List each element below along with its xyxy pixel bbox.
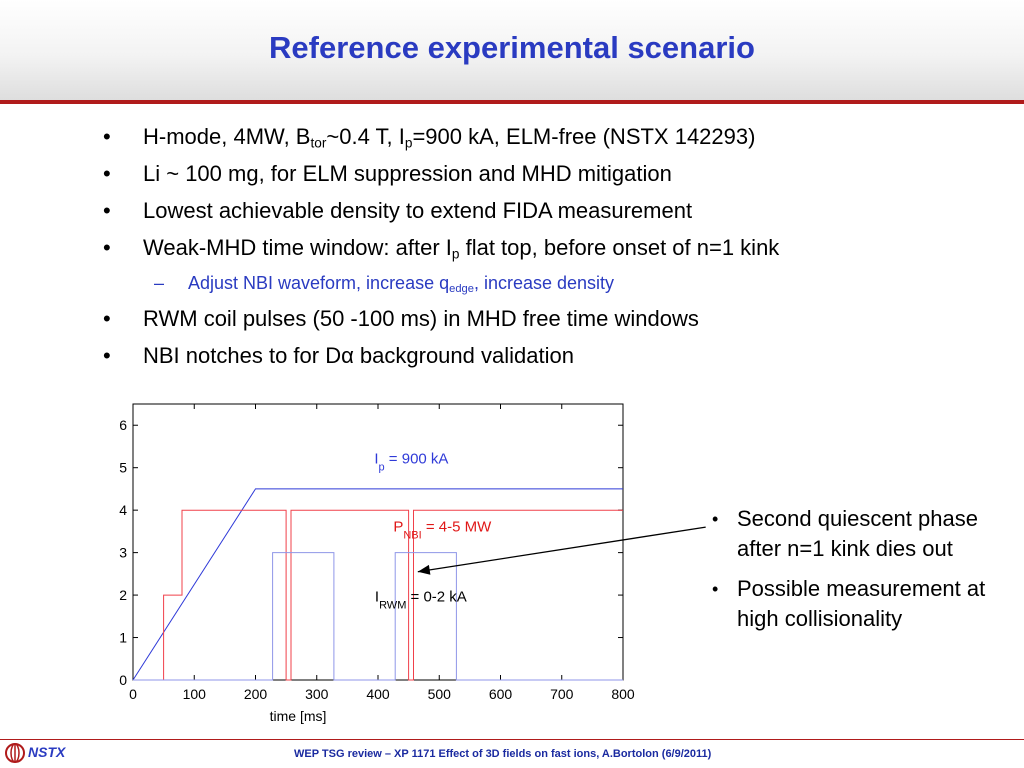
annotation-ip: Ip = 900 kA <box>374 450 448 473</box>
sub-bullet-nbi: Adjust NBI waveform, increase qedge, inc… <box>100 272 779 294</box>
bullet-list: H-mode, 4MW, Btor~0.4 T, Ip=900 kA, ELM-… <box>100 124 779 380</box>
title-bar <box>0 0 1024 100</box>
bullet-hmode: H-mode, 4MW, Btor~0.4 T, Ip=900 kA, ELM-… <box>100 124 779 150</box>
x-tick-label: 300 <box>305 686 329 702</box>
bullet-density: Lowest achievable density to extend FIDA… <box>100 198 779 224</box>
bullet-text: Weak-MHD time window: after I <box>143 235 452 260</box>
series-line-1 <box>133 509 623 681</box>
bullet-text: Li ~ 100 mg, for ELM suppression and MHD… <box>143 161 672 186</box>
x-tick-label: 200 <box>244 686 268 702</box>
x-tick-label: 800 <box>611 686 635 702</box>
header-divider <box>0 100 1024 104</box>
bullet-notches: NBI notches to for Dα background validat… <box>100 343 779 369</box>
bullet-subscript: p <box>404 135 413 151</box>
y-tick-label: 3 <box>119 545 127 561</box>
bullet-rwm: RWM coil pulses (50 -100 ms) in MHD free… <box>100 306 779 332</box>
chart-series <box>132 488 623 681</box>
bullet-text: NBI notches to for Dα background validat… <box>143 343 574 368</box>
nstx-logo-text: NSTX <box>28 744 66 760</box>
y-tick-label: 5 <box>119 460 127 476</box>
bullet-text: , increase density <box>473 273 615 293</box>
annotation-rwm: IRWM = 0-2 kA <box>375 588 467 611</box>
bullet-text: flat top, before onset of n=1 kink <box>459 235 780 260</box>
bullet-text: =900 kA, ELM-free (NSTX 142293) <box>412 124 756 149</box>
arrow-head <box>417 564 431 575</box>
bullet-text: RWM coil pulses (50 -100 ms) in MHD free… <box>143 306 699 331</box>
y-tick-label: 2 <box>119 587 127 603</box>
bullet-subscript: tor <box>310 135 327 151</box>
series-line-2 <box>133 552 623 681</box>
bullet-text: ~0.4 T, I <box>326 124 405 149</box>
side-bullet-list: Second quiescent phase after n=1 kink di… <box>707 504 1017 644</box>
x-tick-label: 0 <box>129 686 137 702</box>
bullet-text: Adjust NBI waveform, increase q <box>188 273 450 293</box>
footer-text: WEP TSG review – XP 1171 Effect of 3D fi… <box>294 748 712 760</box>
bullet-li: Li ~ 100 mg, for ELM suppression and MHD… <box>100 161 779 187</box>
chart-labels: Ip = 900 kA PNBI = 4-5 MW IRWM = 0-2 kA <box>374 450 706 611</box>
bullet-weak-mhd: Weak-MHD time window: after Ip flat top,… <box>100 235 779 261</box>
side-bullet-quiescent: Second quiescent phase after n=1 kink di… <box>707 504 1017 564</box>
pointer-arrow <box>417 526 706 573</box>
x-tick-label: 500 <box>428 686 452 702</box>
footer-divider <box>0 739 1024 740</box>
y-tick-label: 1 <box>119 630 127 646</box>
bullet-text: Lowest achievable density to extend FIDA… <box>143 198 693 223</box>
bullet-subscript: p <box>451 246 460 262</box>
plot-frame <box>132 403 624 681</box>
y-tick-label: 4 <box>119 502 127 518</box>
chart-axes: 0 100 200 300 400 500 600 700 800 0 1 2 3 4 5 6 time [ms… <box>119 403 635 724</box>
x-tick-label: 700 <box>550 686 574 702</box>
slide-title: Reference experimental scenario <box>269 30 755 65</box>
x-tick-label: 100 <box>183 686 207 702</box>
nstx-logo-icon <box>5 743 25 763</box>
nstx-logo: NSTX <box>4 742 84 764</box>
bullet-subscript: edge <box>449 282 474 295</box>
annotation-nbi: PNBI = 4-5 MW <box>393 518 492 541</box>
side-bullet-collisionality: Possible measurement at high collisional… <box>707 574 1017 634</box>
y-tick-label: 6 <box>119 417 127 433</box>
x-axis-label: time [ms] <box>270 708 327 724</box>
y-tick-label: 0 <box>119 672 127 688</box>
x-tick-label: 400 <box>366 686 390 702</box>
x-tick-label: 600 <box>489 686 513 702</box>
series-line-0 <box>132 488 623 681</box>
bullet-text: H-mode, 4MW, B <box>143 124 311 149</box>
